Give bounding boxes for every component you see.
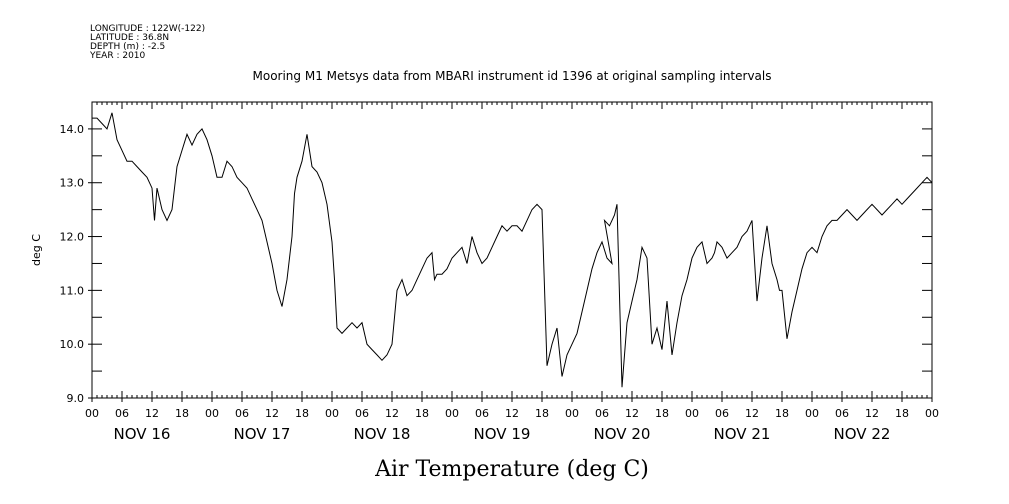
- x-tick-label: 18: [895, 407, 909, 420]
- y-tick-labels: 9.0 10.0 11.0 12.0 13.0 14.0: [60, 123, 85, 405]
- series-line-air-temperature: [92, 112, 933, 388]
- x-tick-label: 06: [475, 407, 489, 420]
- x-tick-label: 12: [745, 407, 759, 420]
- axis-ticks: [88, 101, 933, 402]
- x-tick-label: 12: [625, 407, 639, 420]
- x-tick-label: 06: [715, 407, 729, 420]
- x-tick-label: 06: [835, 407, 849, 420]
- meta-longitude: LONGITUDE : 122W(-122): [90, 24, 205, 34]
- x-tick-label: 00: [685, 407, 699, 420]
- meta-year: YEAR : 2010: [89, 51, 146, 61]
- y-axis-label: deg C: [30, 234, 43, 266]
- x-day-label: NOV 20: [594, 425, 651, 443]
- x-tick-label: 12: [145, 407, 159, 420]
- x-tick-label: 00: [325, 407, 339, 420]
- x-day-label: NOV 22: [834, 425, 891, 443]
- x-day-label: NOV 16: [114, 425, 171, 443]
- meta-latitude: LATITUDE : 36.8N: [90, 33, 169, 43]
- x-tick-label: 12: [865, 407, 879, 420]
- y-tick-label: 14.0: [60, 123, 85, 136]
- x-day-label: NOV 21: [714, 425, 771, 443]
- x-day-labels: NOV 16 NOV 17 NOV 18 NOV 19 NOV 20 NOV 21 NOV …: [114, 425, 891, 443]
- x-day-label: NOV 17: [234, 425, 291, 443]
- x-tick-label: 06: [235, 407, 249, 420]
- x-tick-label: 00: [445, 407, 459, 420]
- x-tick-label: 06: [115, 407, 129, 420]
- x-tick-label: 18: [295, 407, 309, 420]
- x-tick-label: 00: [205, 407, 219, 420]
- y-tick-label: 12.0: [60, 231, 85, 244]
- x-tick-label: 12: [385, 407, 399, 420]
- x-tick-label: 18: [655, 407, 669, 420]
- x-tick-label: 18: [775, 407, 789, 420]
- x-tick-label: 12: [505, 407, 519, 420]
- plot-frame: [91, 101, 933, 399]
- x-tick-labels: 00 06 12 18 00 06 12 18 00 06 12 18 00 06 12 18 00 06 12 18…: [85, 407, 939, 420]
- y-tick-label: 10.0: [60, 338, 85, 351]
- x-tick-label: 06: [595, 407, 609, 420]
- x-tick-label: 00: [565, 407, 579, 420]
- x-tick-label: 12: [265, 407, 279, 420]
- x-tick-label: 18: [175, 407, 189, 420]
- x-tick-label: 06: [355, 407, 369, 420]
- x-axis-label: Air Temperature (deg C): [374, 457, 649, 482]
- chart-title: Mooring M1 Metsys data from MBARI instru…: [253, 69, 772, 83]
- x-tick-label: 18: [415, 407, 429, 420]
- y-tick-label: 13.0: [60, 177, 85, 190]
- y-tick-label: 11.0: [60, 284, 85, 297]
- x-day-label: NOV 19: [474, 425, 531, 443]
- x-tick-label: 00: [805, 407, 819, 420]
- x-tick-label: 00: [85, 407, 99, 420]
- x-day-label: NOV 18: [354, 425, 411, 443]
- x-tick-label: 00: [925, 407, 939, 420]
- meta-depth: DEPTH (m) : -2.5: [90, 42, 165, 52]
- y-tick-label: 9.0: [67, 392, 85, 405]
- x-tick-label: 18: [535, 407, 549, 420]
